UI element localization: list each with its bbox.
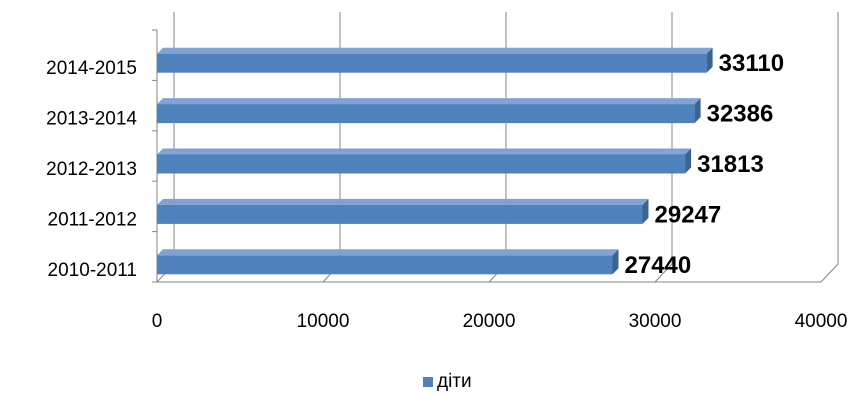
data-label: 31813 (697, 151, 764, 178)
y-category-label: 2012-2013 (46, 159, 137, 180)
bar-2011-2012 (157, 198, 649, 224)
bar-side-face (694, 98, 701, 124)
x-tick-label: 10000 (297, 311, 350, 332)
bar-side-face (706, 47, 713, 73)
bar (157, 104, 695, 124)
bar-side-face (612, 249, 619, 275)
legend-swatch (423, 377, 433, 387)
x-tick-label: 0 (152, 311, 163, 332)
legend: діти (423, 371, 472, 393)
labels: 0 10000 20000 30000 40000 27440 2010-2011 29247… (46, 50, 847, 332)
bar-top-face (157, 198, 649, 205)
floor-gridline (820, 263, 839, 283)
x-tick-label: 40000 (795, 311, 848, 332)
data-label: 33110 (719, 50, 784, 77)
bar-2013-2014 (157, 98, 701, 124)
data-label: 29247 (655, 201, 722, 228)
bar (157, 53, 707, 73)
bar-top-face (157, 249, 619, 256)
bar-top-face (157, 47, 713, 54)
bar (157, 255, 613, 275)
bar-2014-2015 (157, 47, 713, 73)
data-label: 27440 (625, 252, 692, 279)
bar-side-face (685, 148, 692, 174)
x-tick-label: 30000 (629, 311, 682, 332)
bar-top-face (157, 98, 701, 105)
bar-2010-2011 (157, 249, 619, 275)
bar-side-face (642, 198, 649, 224)
y-category-label: 2011-2012 (48, 209, 137, 230)
y-category-label: 2014-2015 (46, 58, 137, 79)
bar-2012-2013 (157, 148, 692, 174)
bar (157, 204, 643, 224)
bars (157, 47, 713, 275)
floor-gridline (654, 263, 673, 283)
y-category-label: 2010-2011 (48, 260, 137, 281)
legend-label: діти (437, 371, 472, 392)
bar-top-face (157, 148, 692, 155)
bar (157, 154, 686, 174)
x-tick-label: 20000 (463, 311, 516, 332)
y-category-label: 2013-2014 (46, 109, 137, 130)
data-label: 32386 (707, 101, 774, 128)
